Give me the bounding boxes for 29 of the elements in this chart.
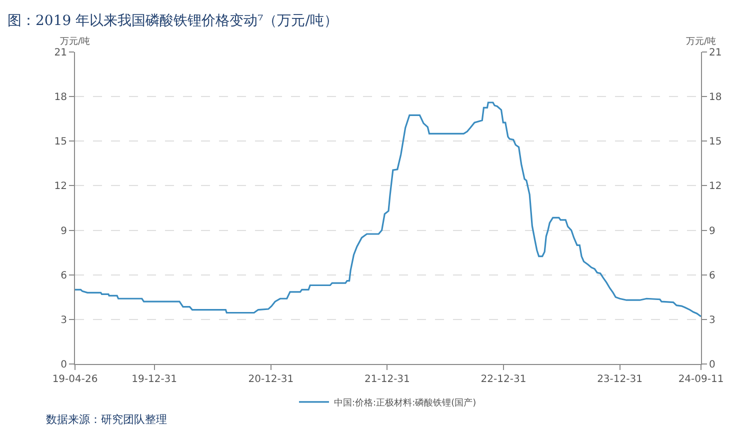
y2-tick-label: 18	[709, 92, 722, 104]
y-tick-label: 12	[54, 181, 67, 192]
x-tick-label: 24-09-11	[678, 374, 724, 385]
x-tick-label: 22-12-31	[480, 374, 526, 385]
y-axis-title: 万元/吨	[60, 36, 90, 47]
y2-tick-label: 0	[709, 360, 716, 370]
y-tick-label: 9	[60, 226, 67, 237]
y-tick-label: 15	[54, 136, 67, 148]
x-tick-label: 23-12-31	[597, 374, 642, 385]
y2-axis-title: 万元/吨	[686, 36, 716, 47]
y-tick-label: 0	[60, 360, 67, 370]
y-tick-label: 18	[54, 92, 67, 104]
y2-tick-label: 21	[709, 48, 722, 58]
x-tick-label: 19-12-31	[132, 374, 178, 385]
legend-label: 中国:价格:正极材料:磷酸铁锂(国产)	[334, 397, 476, 408]
x-tick-label: 20-12-31	[248, 374, 294, 385]
y-tick-label: 3	[60, 314, 67, 326]
source-note: 数据来源：研究团队整理	[46, 413, 167, 426]
x-tick-label: 19-04-26	[52, 374, 98, 385]
chart-title: 图：2019 年以来我国磷酸铁锂价格变动⁷（万元/吨）	[8, 13, 338, 30]
x-tick-label: 21-12-31	[364, 374, 410, 385]
line-series	[75, 102, 701, 318]
y2-tick-label: 6	[709, 270, 716, 282]
y2-tick-label: 9	[709, 226, 716, 237]
y2-tick-label: 3	[709, 314, 716, 326]
y-tick-label: 6	[60, 270, 67, 282]
y-tick-label: 21	[54, 48, 67, 58]
y2-tick-label: 15	[709, 136, 722, 148]
y2-tick-label: 12	[709, 181, 722, 192]
